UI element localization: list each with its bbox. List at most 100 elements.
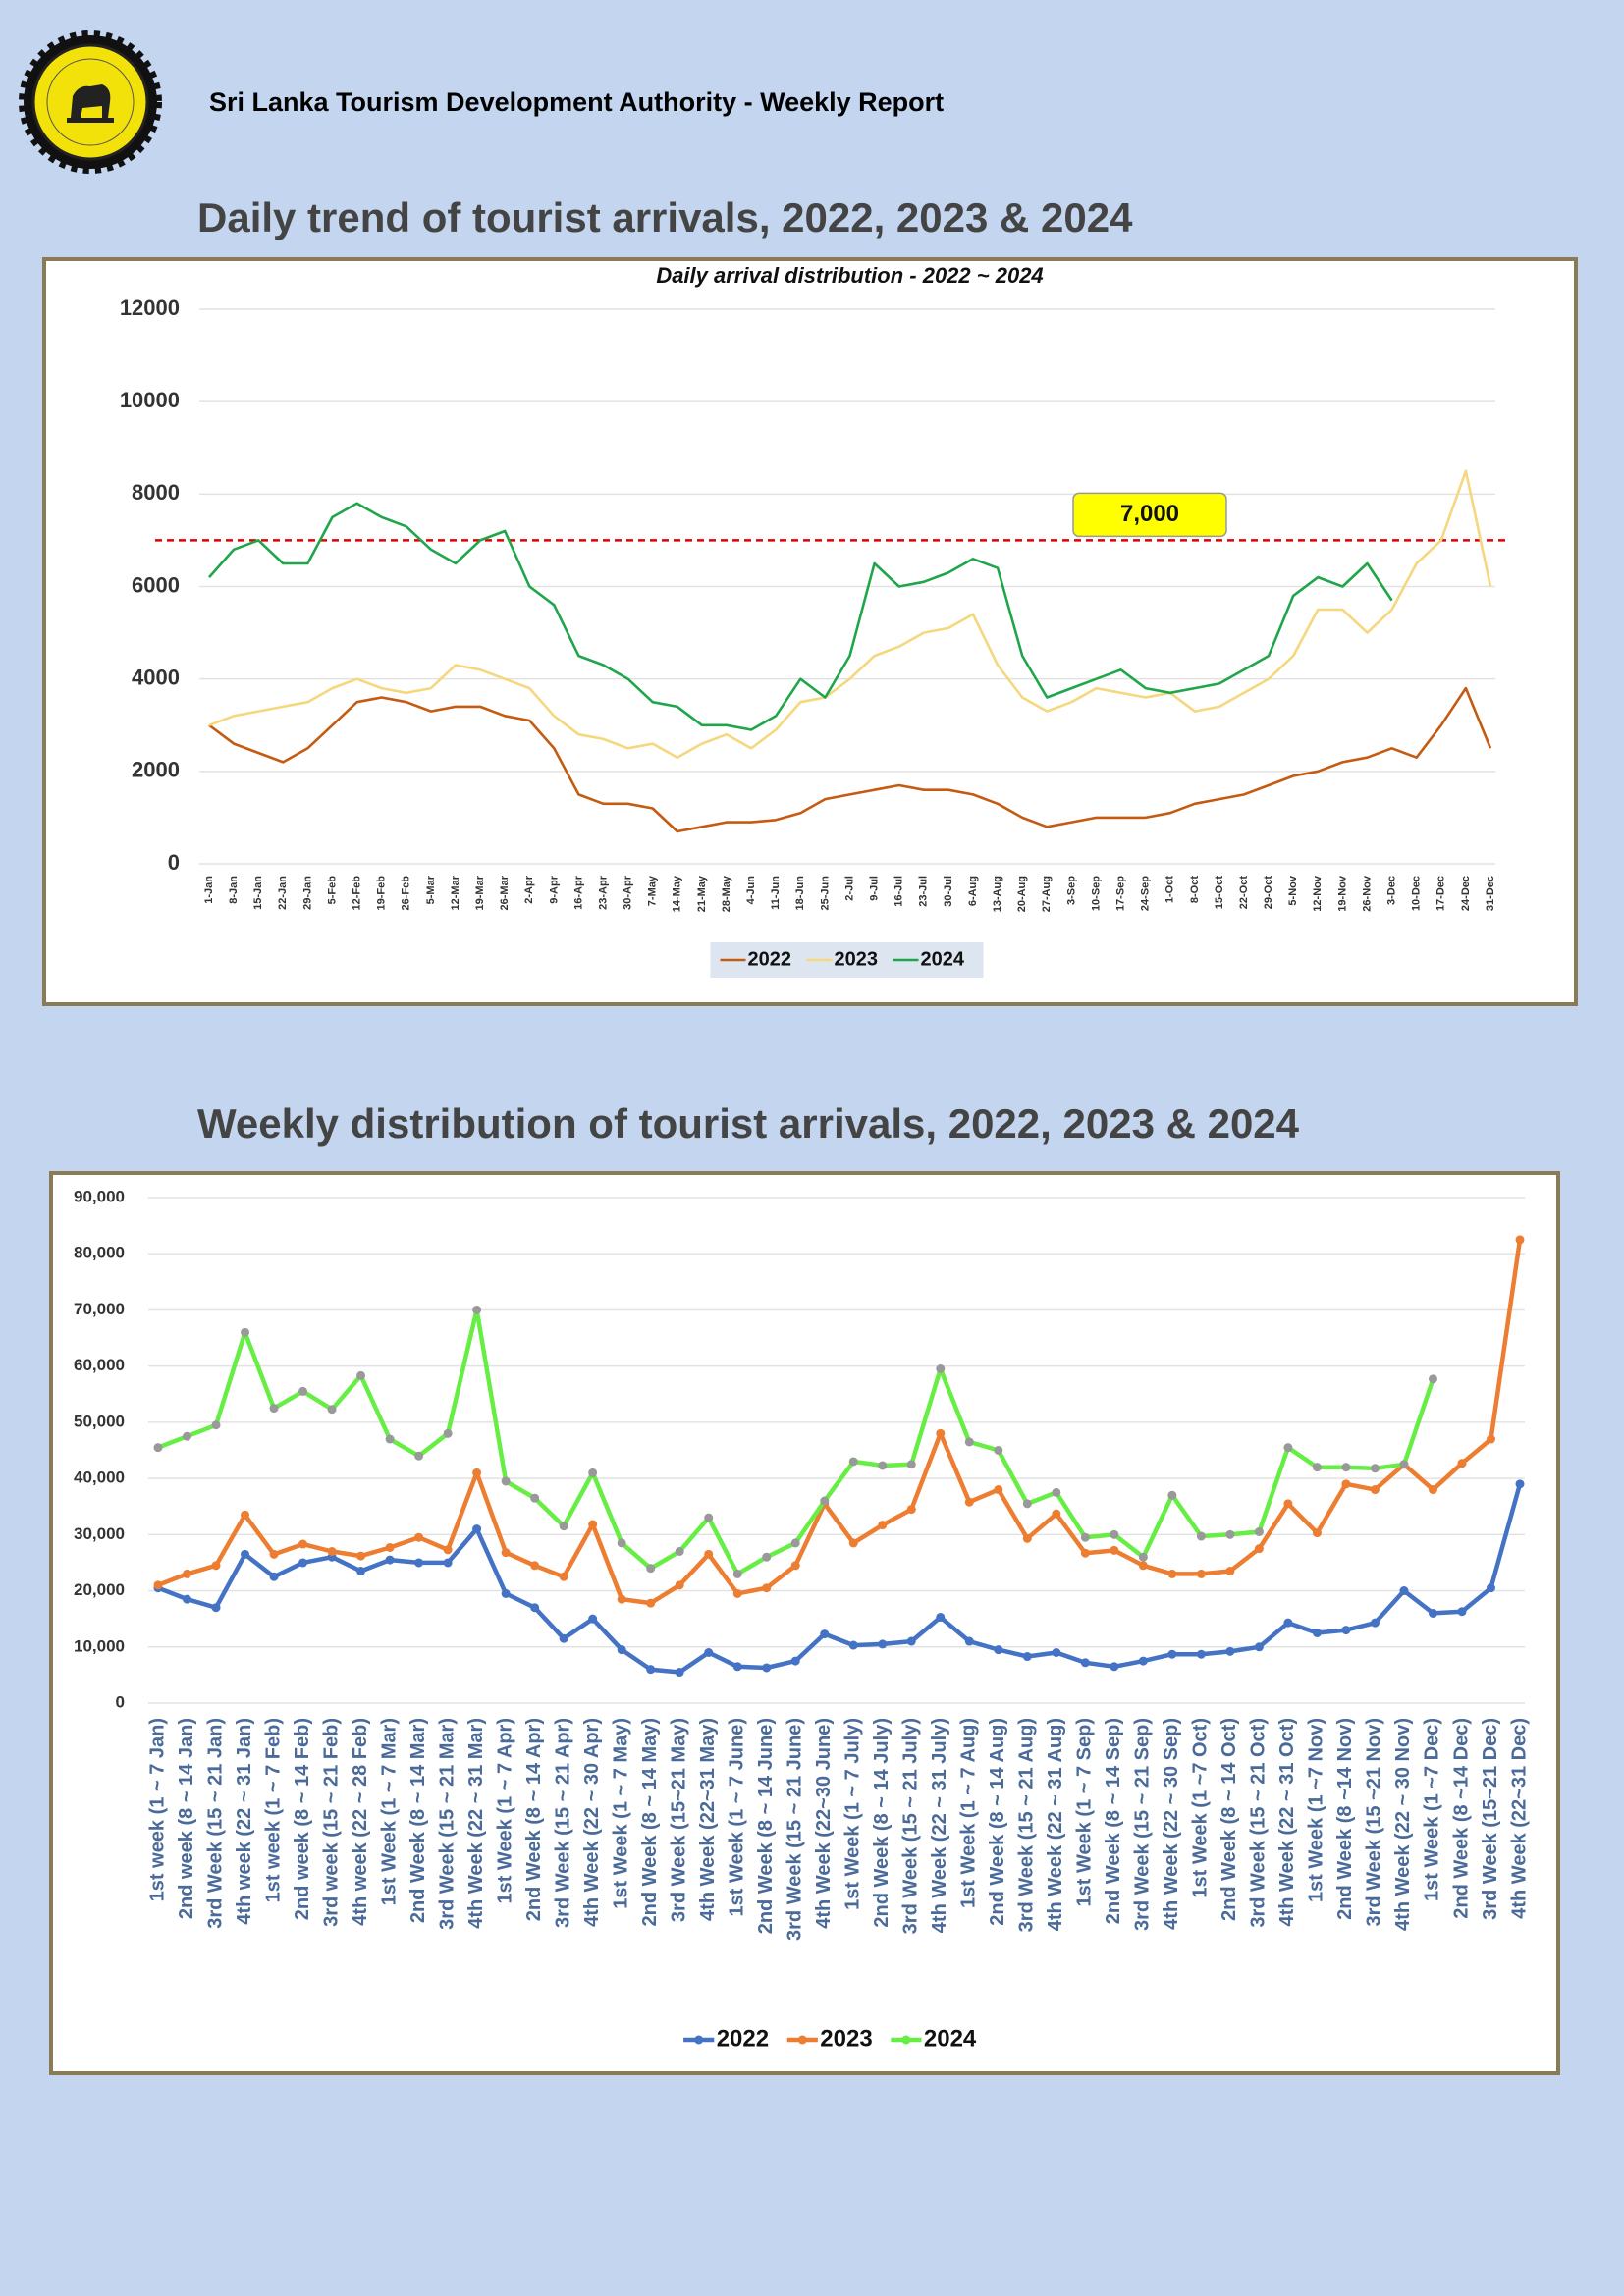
data-point bbox=[820, 1629, 830, 1639]
data-point bbox=[1254, 1544, 1264, 1554]
y-tick-label: 40,000 bbox=[74, 1468, 125, 1487]
data-point bbox=[183, 1594, 192, 1604]
annotation: 7,000 bbox=[1120, 501, 1179, 527]
chart-frame bbox=[49, 1171, 1560, 2075]
data-point bbox=[1196, 1531, 1206, 1541]
x-tick-label: 22-Oct bbox=[1238, 876, 1250, 910]
data-point bbox=[385, 1555, 395, 1565]
data-point bbox=[1225, 1529, 1235, 1539]
data-point bbox=[153, 1443, 163, 1453]
x-tick-label: 5-Nov bbox=[1287, 875, 1299, 905]
data-point bbox=[1370, 1485, 1380, 1495]
data-point bbox=[1428, 1374, 1437, 1384]
x-tick-label: 2-Apr bbox=[523, 875, 535, 903]
legend-label: 2022 bbox=[717, 2025, 769, 2052]
data-point bbox=[790, 1561, 800, 1571]
data-point bbox=[617, 1538, 626, 1548]
x-tick-label: 1st Week (1 ~ 7 Aug) bbox=[958, 1718, 980, 1908]
data-point bbox=[211, 1603, 221, 1613]
data-point bbox=[588, 1520, 598, 1529]
x-tick-label: 12-Feb bbox=[351, 876, 362, 911]
data-point bbox=[472, 1468, 482, 1477]
x-tick-label: 3rd Week (15 ~ 21 Oct) bbox=[1248, 1718, 1270, 1928]
data-point bbox=[211, 1420, 221, 1430]
data-point bbox=[617, 1594, 626, 1604]
x-tick-label: 1-Jan bbox=[203, 876, 215, 904]
data-point bbox=[675, 1668, 684, 1678]
data-point bbox=[1254, 1526, 1264, 1536]
x-tick-label: 3rd Week (15 ~21 Nov) bbox=[1364, 1718, 1385, 1927]
x-tick-label: 16-Jul bbox=[893, 876, 905, 907]
data-point bbox=[327, 1405, 337, 1415]
data-point bbox=[1080, 1548, 1090, 1558]
data-point bbox=[675, 1580, 684, 1590]
data-point bbox=[327, 1547, 337, 1556]
data-point bbox=[1138, 1552, 1148, 1562]
x-tick-label: 29-Jan bbox=[301, 876, 313, 910]
data-point bbox=[1110, 1529, 1119, 1539]
data-point bbox=[298, 1539, 308, 1549]
data-point bbox=[183, 1569, 192, 1578]
data-point bbox=[443, 1558, 453, 1568]
data-point bbox=[414, 1451, 424, 1461]
x-tick-label: 19-Mar bbox=[474, 875, 486, 910]
data-point bbox=[153, 1580, 163, 1590]
x-tick-label: 2nd week (8 ~ 14 Feb) bbox=[292, 1718, 313, 1920]
x-tick-label: 4th Week (22 ~ 30 Apr) bbox=[581, 1718, 603, 1927]
x-tick-label: 15-Jan bbox=[252, 876, 264, 910]
x-tick-label: 6-Aug bbox=[967, 876, 979, 906]
data-point bbox=[269, 1572, 279, 1581]
data-point bbox=[1428, 1485, 1437, 1495]
data-point bbox=[906, 1505, 916, 1515]
data-point bbox=[385, 1434, 395, 1444]
data-point bbox=[559, 1572, 568, 1581]
data-point bbox=[559, 1522, 568, 1531]
data-point bbox=[848, 1538, 858, 1548]
x-tick-label: 8-Oct bbox=[1189, 876, 1201, 903]
x-tick-label: 2nd Week (8 ~14 Dec) bbox=[1450, 1718, 1472, 1919]
x-tick-label: 7-May bbox=[647, 875, 659, 906]
data-point bbox=[1110, 1545, 1119, 1555]
data-point bbox=[1399, 1460, 1409, 1469]
data-point bbox=[1110, 1662, 1119, 1672]
x-tick-label: 1-Oct bbox=[1164, 876, 1176, 903]
x-tick-label: 1st Week (1 ~7 Nov) bbox=[1306, 1718, 1327, 1902]
x-tick-label: 12-Nov bbox=[1312, 875, 1324, 912]
data-point bbox=[211, 1561, 221, 1571]
x-tick-label: 3rd Week (15 ~ 21 Sep) bbox=[1132, 1718, 1154, 1931]
data-point bbox=[646, 1665, 656, 1675]
x-tick-label: 28-May bbox=[721, 875, 732, 912]
legend-box bbox=[710, 942, 984, 978]
x-tick-label: 5-Feb bbox=[326, 876, 338, 905]
x-tick-label: 3rd Week (15 ~ 21 Aug) bbox=[1016, 1718, 1038, 1932]
data-point bbox=[848, 1640, 858, 1650]
x-tick-label: 23-Jul bbox=[918, 876, 930, 907]
x-tick-label: 3-Dec bbox=[1386, 876, 1398, 905]
data-point bbox=[501, 1588, 511, 1598]
data-point bbox=[443, 1428, 453, 1438]
data-point bbox=[1486, 1583, 1495, 1593]
x-tick-label: 1st Week (1 ~ 7 July) bbox=[842, 1718, 864, 1910]
y-tick-label: 4000 bbox=[132, 665, 180, 689]
y-tick-label: 90,000 bbox=[74, 1187, 125, 1205]
data-point bbox=[1196, 1569, 1206, 1578]
x-tick-label: 4th Week (22 ~ 30 Sep) bbox=[1161, 1718, 1182, 1930]
data-point bbox=[1052, 1648, 1061, 1657]
x-tick-label: 2nd Week (8 ~ 14 May) bbox=[639, 1718, 661, 1927]
x-tick-label: 24-Sep bbox=[1140, 876, 1152, 911]
x-tick-label: 30-Jul bbox=[943, 876, 954, 907]
data-point bbox=[530, 1493, 540, 1503]
data-point bbox=[704, 1549, 714, 1559]
y-tick-label: 70,000 bbox=[74, 1300, 125, 1318]
x-tick-label: 27-Aug bbox=[1041, 876, 1053, 912]
x-tick-label: 4th Week (22 ~ 31 Mar) bbox=[465, 1718, 487, 1929]
chart-frame bbox=[42, 257, 1578, 1006]
x-tick-label: 15-Oct bbox=[1214, 876, 1225, 910]
x-tick-label: 3rd Week (15 ~ 21 July) bbox=[900, 1718, 922, 1934]
data-point bbox=[1312, 1528, 1322, 1538]
data-point bbox=[1167, 1490, 1177, 1500]
x-tick-label: 3rd Week (15 ~ 21 June) bbox=[785, 1718, 806, 1941]
data-point bbox=[936, 1428, 946, 1438]
x-tick-label: 1st Week (1 ~ 7 Apr) bbox=[494, 1718, 515, 1904]
data-point bbox=[1022, 1499, 1032, 1509]
